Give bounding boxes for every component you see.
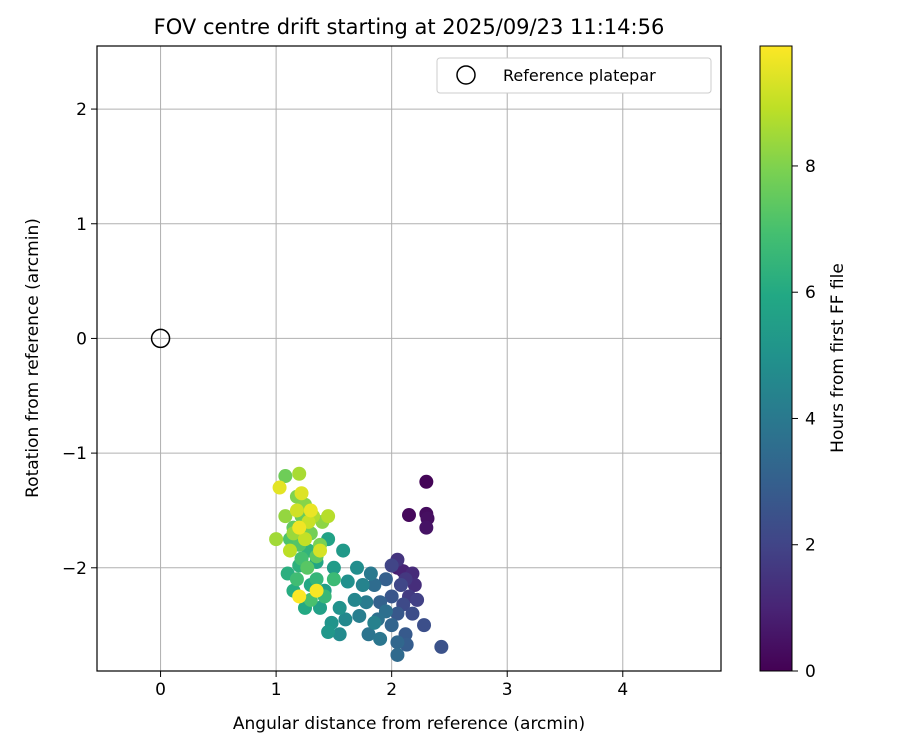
data-point <box>350 560 364 575</box>
data-point <box>373 631 388 646</box>
data-point <box>303 503 318 518</box>
colorbar-tick-label: 0 <box>805 662 816 682</box>
x-tick-label: 4 <box>617 680 628 700</box>
colorbar-ticks: 0 2 4 6 8 <box>792 157 816 682</box>
colorbar-bar <box>759 45 793 672</box>
colorbar-label: Hours from first FF file <box>828 263 848 453</box>
data-point <box>300 560 315 575</box>
data-point <box>419 474 434 489</box>
data-point <box>336 543 351 558</box>
x-tick-label: 3 <box>502 680 513 700</box>
data-point <box>292 466 307 481</box>
data-point <box>294 486 309 501</box>
data-point <box>402 508 416 523</box>
data-point <box>352 608 367 623</box>
data-point <box>309 572 324 587</box>
y-tick-label: 2 <box>76 100 87 120</box>
data-point <box>278 509 293 524</box>
data-point <box>384 558 399 573</box>
data-point <box>272 480 287 495</box>
data-point <box>367 615 382 630</box>
y-axis-ticks: −2 −1 0 1 2 <box>62 100 97 579</box>
data-point <box>390 606 405 621</box>
data-point <box>359 595 374 610</box>
data-point <box>332 600 347 615</box>
data-point <box>278 469 293 484</box>
data-point <box>361 627 376 642</box>
colorbar-tick-label: 2 <box>805 536 816 556</box>
data-point <box>282 543 297 558</box>
legend-label-reference: Reference platepar <box>503 66 656 85</box>
data-point <box>393 577 408 592</box>
data-point <box>384 618 399 633</box>
y-tick-label: 1 <box>76 215 87 235</box>
data-point <box>321 509 336 524</box>
data-point <box>347 592 362 607</box>
data-point <box>390 647 405 662</box>
data-point <box>289 572 304 587</box>
data-point <box>378 572 393 587</box>
chart-title: FOV centre drift starting at 2025/09/23 … <box>154 15 665 39</box>
data-point <box>410 592 425 607</box>
data-point <box>405 606 420 621</box>
data-point <box>298 532 312 547</box>
data-point <box>434 639 449 654</box>
data-point <box>363 566 378 581</box>
legend[interactable]: Reference platepar <box>436 57 712 94</box>
data-point <box>289 503 304 518</box>
data-point <box>321 625 336 640</box>
data-point <box>419 520 434 535</box>
colorbar-tick-label: 6 <box>805 283 816 303</box>
data-point <box>340 574 355 589</box>
data-point <box>417 618 432 633</box>
data-point <box>338 612 353 627</box>
x-tick-label: 2 <box>386 680 397 700</box>
data-point <box>332 627 347 642</box>
x-axis-ticks: 0 1 2 3 4 <box>155 671 628 700</box>
y-tick-label: −1 <box>62 444 87 464</box>
colorbar-tick-label: 4 <box>805 409 816 429</box>
data-point <box>292 589 307 604</box>
colorbar: 0 2 4 6 8 Hours from first FF file <box>759 45 848 682</box>
plot-frame <box>96 45 722 672</box>
data-point <box>326 560 341 575</box>
legend-box <box>436 57 712 94</box>
reference-platepar-marker <box>150 328 171 349</box>
x-tick-label: 1 <box>271 680 282 700</box>
data-point <box>313 543 328 558</box>
data-point <box>384 589 399 604</box>
colorbar-tick-label: 8 <box>805 157 816 177</box>
data-point <box>292 520 307 535</box>
y-tick-label: 0 <box>76 329 87 349</box>
data-point <box>367 577 382 592</box>
data-point <box>326 572 341 587</box>
data-point <box>269 532 284 547</box>
data-point <box>309 583 324 598</box>
data-point <box>313 600 328 615</box>
data-point <box>355 577 370 592</box>
plot-area: 0 1 2 3 4 −2 −1 0 1 2 <box>62 45 722 700</box>
x-axis-label: Angular distance from reference (arcmin) <box>233 714 585 734</box>
y-tick-label: −2 <box>62 559 87 579</box>
legend-marker-reference <box>456 65 476 85</box>
y-axis-label: Rotation from reference (arcmin) <box>23 218 43 498</box>
scatter-points <box>269 466 449 662</box>
data-point <box>390 635 405 650</box>
x-tick-label: 0 <box>155 680 166 700</box>
